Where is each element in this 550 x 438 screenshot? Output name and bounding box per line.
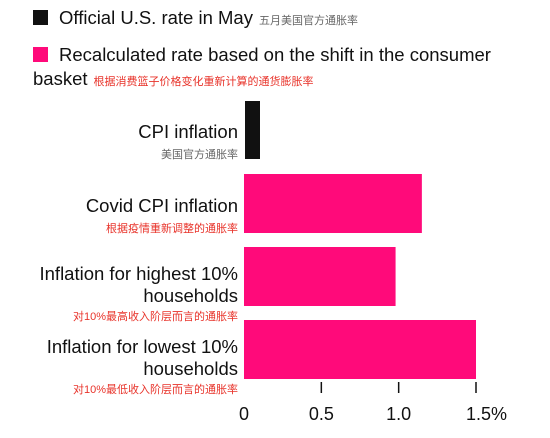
bar-highest [244,247,396,306]
category-label-cpi-cn: 美国官方通胀率 [161,149,238,161]
bar-lowest [244,320,476,379]
category-label-highest-en: Inflation for highest 10% households [39,263,239,306]
bar-covid [244,174,422,233]
legend-label-recalculated: Recalculated rate based on the shift in … [33,44,491,89]
legend-label-official-cn: 五月美国官方通胀率 [258,15,358,27]
legend-item-recalculated: Recalculated rate based on the shift in … [33,43,543,94]
legend-item-official: Official U.S. rate in May 五月美国官方通胀率 [33,6,543,33]
x-tick-label-0: 0 [238,404,249,424]
bar-cpi [245,101,260,159]
category-label-lowest: Inflation for lowest 10% households 对10%… [8,336,238,398]
category-label-covid-en: Covid CPI inflation [85,195,238,216]
category-label-cpi: CPI inflation 美国官方通胀率 [138,121,238,163]
category-label-lowest-en: Inflation for lowest 10% households [46,336,238,379]
x-tick-label-2: 1.0 [386,404,412,424]
legend-label-official: Official U.S. rate in May [59,7,253,28]
category-label-covid-cn: 根据疫情重新调整的通胀率 [106,223,238,235]
category-label-highest-cn: 对10%最高收入阶层而言的通胀率 [72,311,238,323]
legend-swatch-official [33,10,48,25]
category-label-covid: Covid CPI inflation 根据疫情重新调整的通胀率 [86,195,238,237]
category-label-lowest-cn: 对10%最低收入阶层而言的通胀率 [72,384,238,396]
legend-label-recalculated-cn: 根据消费篮子价格变化重新计算的通货膨胀率 [93,76,314,88]
legend-swatch-recalculated [33,47,48,62]
x-tick-label-1: 0.5 [308,404,334,424]
x-tick-label-3: 1.5% [466,404,508,424]
category-label-cpi-en: CPI inflation [138,121,238,142]
category-label-highest: Inflation for highest 10% households 对10… [8,263,239,325]
legend: Official U.S. rate in May 五月美国官方通胀率 Recal… [33,6,543,94]
